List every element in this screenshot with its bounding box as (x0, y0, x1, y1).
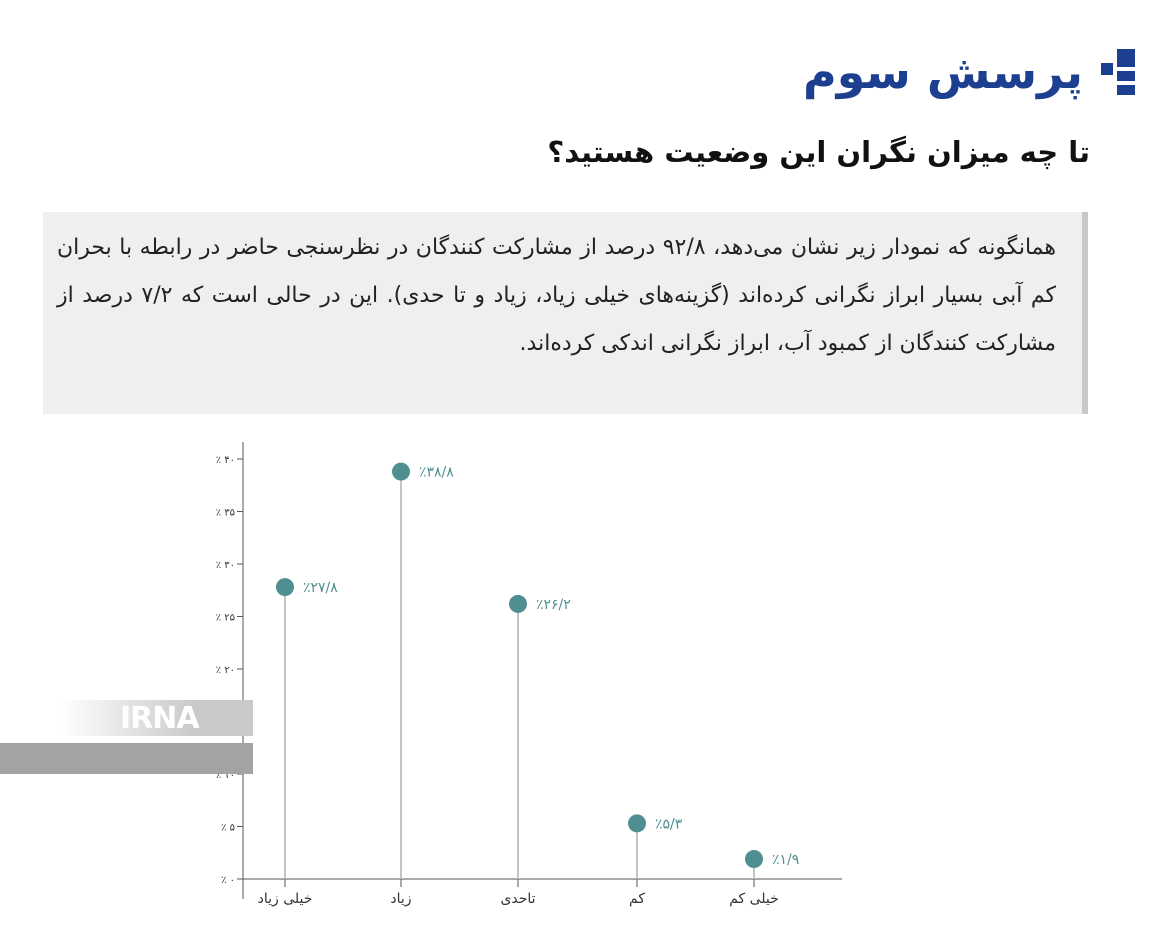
x-tick-label: کم (629, 891, 645, 907)
description-text: همانگونه که نمودار زیر نشان می‌دهد، ۹۲/۸… (57, 235, 1056, 356)
data-point (276, 578, 294, 597)
x-tick-label: خیلی زیاد (258, 891, 313, 907)
data-label: ٪۱/۹ (772, 852, 799, 868)
data-label: ٪۵/۳ (655, 816, 683, 832)
data-point (628, 814, 646, 833)
y-tick-label: ٪ ۵ (221, 823, 235, 834)
y-tick-label: ٪ ۳۵ (216, 508, 235, 519)
watermark-bar (0, 743, 253, 774)
data-point (392, 462, 410, 481)
y-tick-label: ٪ ۲۵ (216, 613, 235, 624)
data-label: ٪۲۷/۸ (303, 580, 338, 596)
y-tick-label: ٪ ۱۰ (216, 770, 235, 781)
y-tick-label: ٪ ۲۰ (216, 665, 235, 676)
header: پرسش سوم (803, 32, 1135, 112)
y-tick-label: ٪ ۰ (221, 875, 235, 886)
data-point (745, 850, 763, 869)
question-heading: تا چه میزان نگران این وضعیت هستید؟ (547, 135, 1090, 169)
x-tick-label: خیلی کم (729, 891, 779, 907)
watermark-fade (60, 700, 253, 736)
y-tick-label: ٪ ۳۰ (216, 560, 235, 571)
x-tick-label: زیاد (390, 891, 411, 907)
squares-icon (1101, 49, 1135, 95)
description-box: همانگونه که نمودار زیر نشان می‌دهد، ۹۲/۸… (43, 212, 1088, 414)
y-tick-label: ٪ ۴۰ (216, 455, 235, 466)
data-point (509, 594, 527, 613)
page-title: پرسش سوم (803, 45, 1083, 99)
watermark-logo: IRNA (120, 701, 200, 736)
x-tick-label: تاحدی (500, 891, 535, 907)
watermark: IRNA (0, 700, 253, 775)
data-label: ٪۳۸/۸ (419, 465, 454, 481)
data-label: ٪۲۶/۲ (536, 597, 571, 613)
